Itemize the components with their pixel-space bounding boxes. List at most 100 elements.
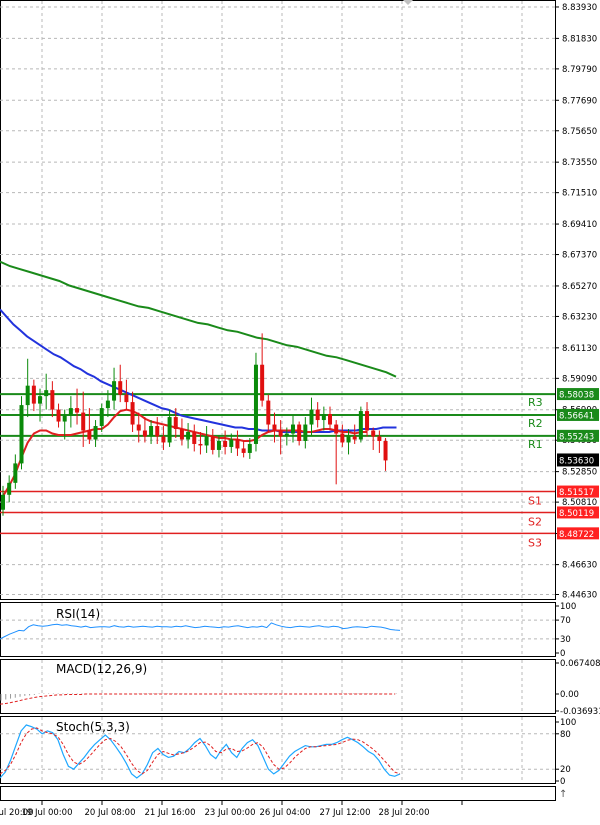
- candle-down: [315, 409, 320, 421]
- time-tick-label: 28 Jul 20:00: [379, 808, 430, 818]
- candle-down: [235, 439, 240, 449]
- candle-up: [93, 426, 98, 440]
- macd-indicator: MACD(12,26,9) 0.067408 0.00 -0.036931: [0, 659, 600, 717]
- candle-up: [253, 364, 258, 444]
- candle-down: [142, 430, 147, 437]
- candle-up: [303, 424, 308, 441]
- candle-down: [31, 385, 36, 404]
- candle-up: [62, 415, 67, 422]
- time-tick-label: 23 Jul 00:00: [205, 808, 256, 818]
- candle-down: [260, 364, 265, 401]
- grid: [0, 1, 555, 783]
- level-tag-label: 8.51517: [559, 488, 594, 498]
- level-tag-bg: [557, 506, 599, 519]
- level-tag-bg: [557, 485, 599, 498]
- level-name-r2: R2: [528, 417, 543, 430]
- price-tick-label: 8.61130: [562, 344, 597, 354]
- candle-up: [19, 405, 24, 464]
- candles: [1, 333, 388, 516]
- time-tick-label: 27 Jul 12:00: [320, 808, 371, 818]
- macd-panel: [0, 659, 556, 714]
- level-tag-bg: [557, 388, 599, 401]
- macd-tick-label: 0.067408: [560, 659, 600, 669]
- candle-up: [247, 443, 252, 453]
- candle-down: [173, 417, 178, 430]
- stoch-tick-label: 0: [560, 777, 565, 787]
- candle-down: [328, 414, 333, 425]
- level-tag-label: 8.56641: [559, 411, 594, 421]
- pin-icon[interactable]: ↑: [559, 789, 567, 800]
- candle-up: [149, 426, 154, 437]
- price-tick-label: 8.77690: [562, 96, 597, 106]
- candle-up: [99, 408, 104, 427]
- level-tag-label: 8.58038: [559, 391, 594, 401]
- stoch-tick-label: 20: [560, 765, 571, 775]
- candle-down: [340, 433, 345, 443]
- time-tick-label: 26 Jul 04:00: [260, 808, 311, 818]
- candle-down: [266, 400, 271, 425]
- candle-up: [229, 439, 234, 447]
- time-tick-label: 18 Jul 20:00: [0, 808, 33, 818]
- scroll-marker-icon[interactable]: [403, 0, 413, 5]
- level-tag-label: 8.55243: [559, 432, 594, 442]
- price-tick-label: 8.50810: [562, 498, 597, 508]
- stoch-tick-label: 80: [560, 730, 571, 740]
- candle-down: [198, 443, 203, 446]
- panel-frames: [0, 0, 556, 801]
- candle-up: [44, 390, 49, 397]
- candle-up: [7, 482, 12, 495]
- macd-tick-label: -0.036931: [560, 707, 600, 717]
- candle-down: [161, 436, 166, 443]
- price-tick-label: 8.46630: [562, 561, 597, 571]
- candle-down: [179, 429, 184, 440]
- current-price-tag-bg: [557, 453, 599, 467]
- stoch-main-line: [0, 724, 401, 779]
- rsi-tick-label: 70: [560, 616, 571, 626]
- candle-up: [204, 436, 209, 446]
- time-tick-label: 20 Jul 08:00: [85, 808, 136, 818]
- candle-down: [365, 411, 370, 431]
- rsi-panel: [0, 602, 556, 657]
- candle-down: [50, 390, 55, 410]
- candle-up: [167, 417, 172, 443]
- price-tick-label: 8.69410: [562, 220, 597, 230]
- price-tick-label: 8.52850: [562, 468, 597, 478]
- price-tick-label: 8.83930: [562, 3, 597, 13]
- candle-up: [186, 432, 191, 440]
- candle-up: [216, 440, 221, 450]
- candle-down: [297, 424, 302, 441]
- level-tag-bg: [557, 527, 599, 540]
- candle-up: [105, 400, 110, 409]
- ma-green-line: [0, 260, 397, 378]
- level-tag-bg: [557, 429, 599, 442]
- pivot-levels: R3 R2 R1 S1 S2 S3: [0, 393, 555, 549]
- candle-down: [56, 409, 61, 422]
- level-name-r3: R3: [528, 396, 543, 409]
- macd-signal-line: [0, 693, 396, 705]
- candle-down: [130, 402, 135, 425]
- time-tick-label: 19 Jul 00:00: [22, 808, 73, 818]
- price-tick-label: 8.75650: [562, 127, 597, 137]
- level-tag-label: 8.48722: [559, 530, 594, 540]
- candle-up: [321, 414, 326, 421]
- candle-up: [309, 409, 314, 425]
- price-axis: 8.83930 8.81830 8.79790 8.77690 8.75650 8.735…: [555, 3, 597, 601]
- level-tag-label: 8.50119: [559, 509, 594, 519]
- price-tick-label: 8.59090: [562, 374, 597, 384]
- candle-down: [272, 424, 277, 431]
- price-tick-label: 8.63230: [562, 312, 597, 322]
- candle-down: [118, 381, 123, 395]
- candle-down: [377, 436, 382, 441]
- time-tick-label: 21 Jul 16:00: [145, 808, 196, 818]
- candle-down: [155, 426, 160, 437]
- candle-down: [136, 424, 141, 431]
- rsi-indicator: RSI(14) 100 70 30 0: [0, 602, 576, 659]
- candle-down: [223, 440, 228, 447]
- scroll-strip: [0, 786, 556, 801]
- main-panel: [0, 0, 556, 600]
- rsi-title: RSI(14): [56, 607, 100, 621]
- price-tick-label: 8.44630: [562, 591, 597, 601]
- candle-down: [210, 436, 215, 450]
